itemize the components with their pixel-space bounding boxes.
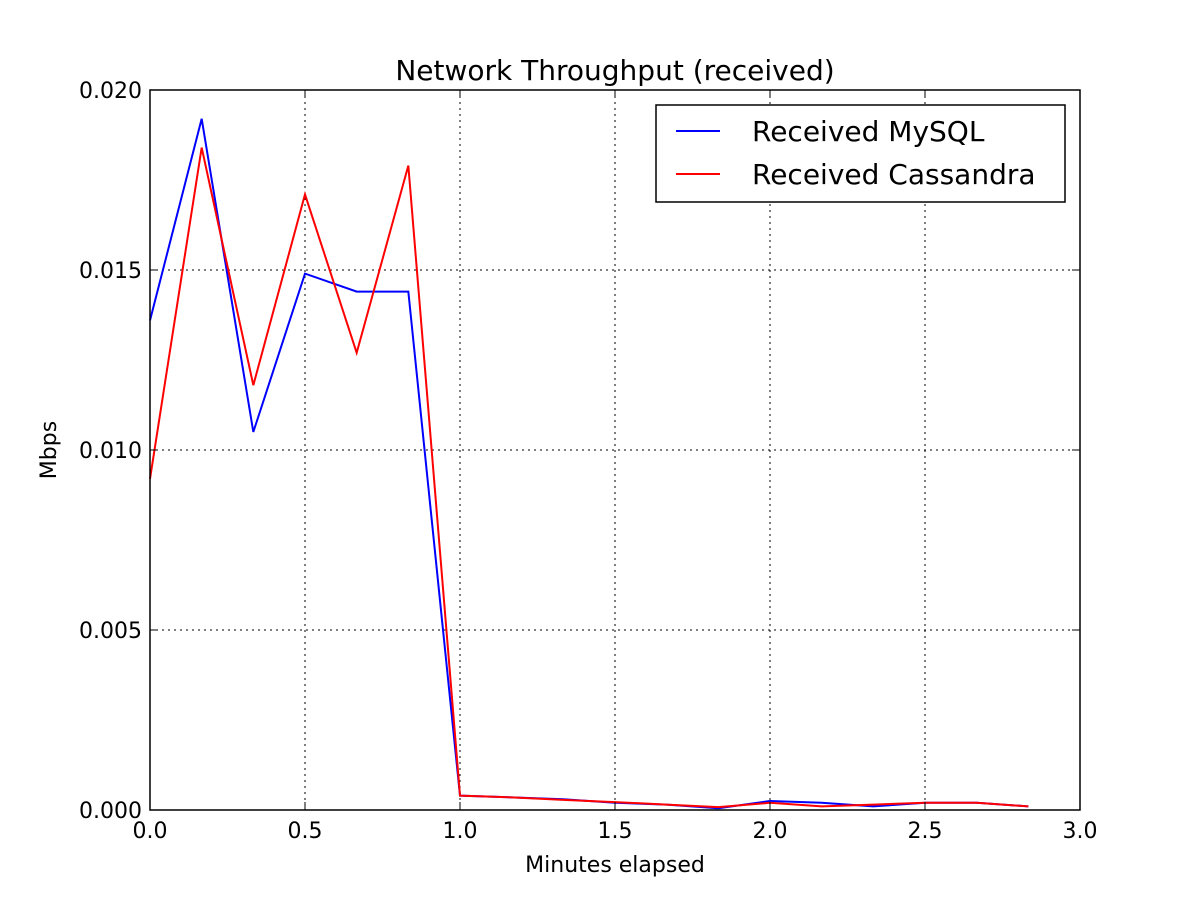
x-tick-label: 1.0: [443, 819, 478, 844]
legend-label-1: Received Cassandra: [752, 158, 1036, 191]
series-line-0: [149, 118, 1029, 810]
x-tick-label: 3.0: [1063, 819, 1098, 844]
x-axis-title: Minutes elapsed: [525, 853, 705, 878]
x-tick-label: 2.0: [753, 819, 788, 844]
y-axis-title: Mbps: [37, 421, 62, 479]
y-tick-label: 0.010: [79, 439, 142, 464]
chart-title: Network Throughput (received): [395, 54, 834, 87]
y-tick-label: 0.015: [79, 259, 142, 284]
grid: [150, 90, 1080, 810]
series-layer: [149, 118, 1029, 810]
x-tick-label: 2.5: [908, 819, 943, 844]
x-tick-label: 0.0: [133, 819, 168, 844]
legend-label-0: Received MySQL: [752, 115, 985, 148]
series-line-1: [149, 147, 1029, 809]
y-tick-label: 0.000: [79, 799, 142, 824]
x-tick-label: 0.5: [288, 819, 323, 844]
x-tick-label: 1.5: [598, 819, 633, 844]
legend: Received MySQL Received Cassandra: [655, 104, 1066, 203]
y-tick-label: 0.005: [79, 619, 142, 644]
ticks: 0.0 0.5 1.0 1.5 2.0 2.5 3.0 0.000 0.005 0.010 0.01…: [79, 79, 1097, 844]
legend-box: [655, 104, 1066, 203]
y-tick-label: 0.020: [79, 79, 142, 104]
